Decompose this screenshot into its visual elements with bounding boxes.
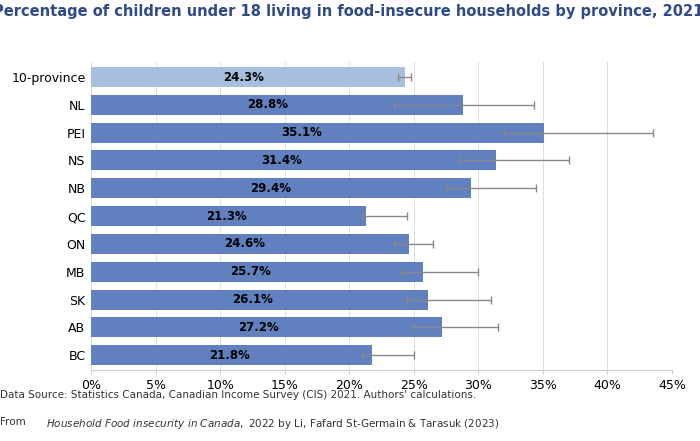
Text: 24.6%: 24.6% — [225, 237, 265, 250]
Bar — [91, 150, 496, 171]
Text: 25.7%: 25.7% — [230, 265, 271, 278]
Text: 21.8%: 21.8% — [209, 349, 250, 362]
Text: 24.3%: 24.3% — [223, 71, 264, 83]
Bar — [91, 206, 366, 226]
Text: 27.2%: 27.2% — [239, 321, 279, 334]
Text: 31.4%: 31.4% — [261, 154, 302, 167]
Bar — [91, 289, 428, 310]
Bar — [91, 345, 372, 365]
Bar — [91, 262, 423, 282]
Text: Data Source: Statistics Canada, Canadian Income Survey (CIS) 2021. Authors' calc: Data Source: Statistics Canada, Canadian… — [0, 390, 476, 400]
Text: $\mathit{Household\ Food\ insecurity\ in\ Canada,\ 2022}$ by Li, Fafard St-Germa: $\mathit{Household\ Food\ insecurity\ in… — [46, 417, 499, 431]
Text: 21.3%: 21.3% — [206, 209, 247, 223]
Text: 35.1%: 35.1% — [281, 126, 322, 139]
Bar — [91, 123, 544, 143]
Bar — [91, 234, 409, 254]
Text: From: From — [0, 417, 29, 427]
Text: 26.1%: 26.1% — [232, 293, 274, 306]
Text: 29.4%: 29.4% — [251, 182, 291, 195]
Text: Percentage of children under 18 living in food-insecure households by province, : Percentage of children under 18 living i… — [0, 4, 700, 19]
Bar — [91, 178, 470, 198]
Bar — [91, 95, 463, 115]
Bar — [91, 67, 405, 87]
Bar — [91, 318, 442, 337]
Text: 28.8%: 28.8% — [247, 98, 288, 111]
